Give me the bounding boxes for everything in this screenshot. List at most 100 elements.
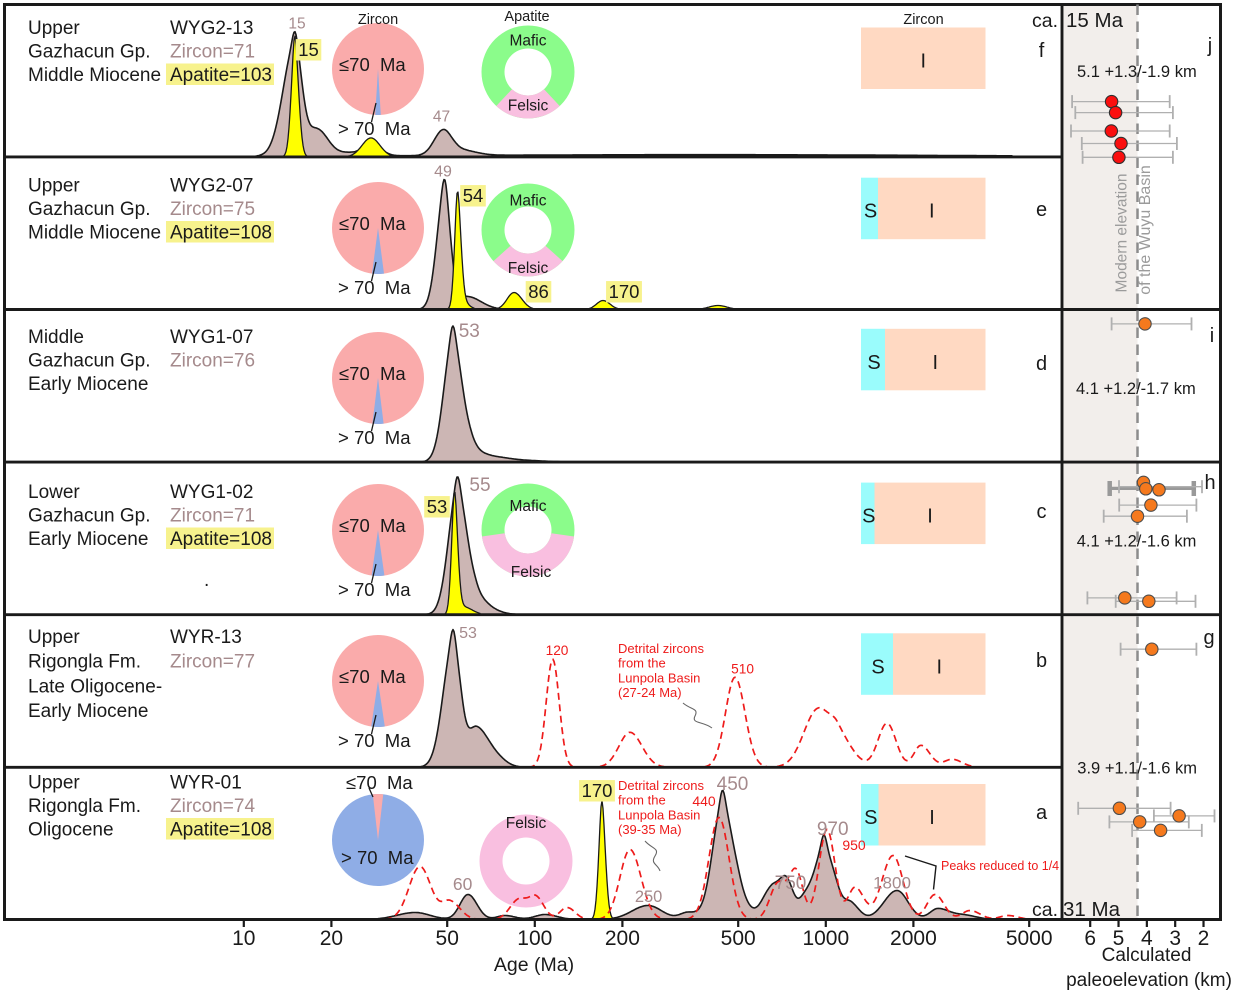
svg-text:4: 4 — [1141, 927, 1153, 950]
svg-text:Felsic: Felsic — [508, 98, 549, 115]
svg-text:Upper: Upper — [28, 627, 80, 648]
svg-text:20: 20 — [320, 927, 343, 950]
svg-text:ca.: ca. — [1032, 899, 1058, 921]
svg-text:WYG2-07: WYG2-07 — [170, 176, 253, 197]
svg-text:250: 250 — [635, 888, 663, 906]
svg-text:(27-24 Ma): (27-24 Ma) — [618, 685, 682, 700]
svg-text:j: j — [1207, 35, 1212, 57]
svg-text:I: I — [929, 201, 935, 223]
svg-text:Age (Ma): Age (Ma) — [494, 954, 574, 976]
svg-text:i: i — [1210, 325, 1214, 347]
svg-text:Zircon=77: Zircon=77 — [170, 652, 255, 673]
svg-text:d: d — [1036, 353, 1047, 375]
svg-text:Zircon=71: Zircon=71 — [170, 506, 255, 527]
svg-text:I: I — [929, 807, 935, 829]
svg-text:15: 15 — [298, 39, 319, 60]
svg-text:WYR-01: WYR-01 — [170, 773, 242, 794]
svg-text:Zircon=75: Zircon=75 — [170, 199, 255, 220]
svg-text:WYG1-02: WYG1-02 — [170, 482, 253, 503]
svg-text:S: S — [862, 506, 875, 528]
svg-text:S: S — [867, 352, 880, 374]
svg-text:Mafic: Mafic — [509, 33, 546, 50]
svg-text:Upper: Upper — [28, 18, 80, 39]
svg-text:> 70 Ma: > 70 Ma — [338, 579, 411, 600]
svg-text:Mafic: Mafic — [509, 193, 546, 210]
svg-text:47: 47 — [433, 109, 450, 126]
svg-text:49: 49 — [434, 164, 452, 181]
svg-text:WYR-13: WYR-13 — [170, 627, 242, 648]
svg-text:Apatite: Apatite — [504, 9, 549, 25]
svg-text:b: b — [1036, 650, 1047, 672]
svg-text:(39-35 Ma): (39-35 Ma) — [618, 822, 682, 837]
svg-text:Late Oligocene-: Late Oligocene- — [28, 676, 162, 697]
svg-text:Middle Miocene: Middle Miocene — [28, 223, 161, 244]
svg-text:≤70 Ma: ≤70 Ma — [346, 772, 413, 793]
svg-text:h: h — [1204, 472, 1215, 494]
svg-text:5000: 5000 — [1006, 927, 1053, 950]
svg-text:Zircon: Zircon — [358, 12, 398, 28]
svg-text:Lunpola Basin: Lunpola Basin — [618, 670, 700, 685]
svg-text:≤70 Ma: ≤70 Ma — [339, 515, 406, 536]
svg-text:Early Miocene: Early Miocene — [28, 529, 148, 550]
svg-text:from the: from the — [618, 793, 666, 808]
svg-text:ca.: ca. — [1032, 10, 1058, 32]
svg-text:Gazhacun Gp.: Gazhacun Gp. — [28, 351, 151, 372]
svg-text:Gazhacun Gp.: Gazhacun Gp. — [28, 42, 151, 63]
svg-text:Upper: Upper — [28, 773, 80, 794]
svg-text:100: 100 — [517, 927, 552, 950]
svg-text:≤70 Ma: ≤70 Ma — [339, 54, 406, 75]
svg-text:I: I — [932, 352, 938, 374]
svg-text:Mafic: Mafic — [509, 498, 546, 515]
svg-text:Felsic: Felsic — [508, 260, 549, 277]
svg-text:3.9 +1.1/-1.6 km: 3.9 +1.1/-1.6 km — [1077, 760, 1197, 778]
svg-text:170: 170 — [582, 780, 613, 801]
svg-text:15 Ma: 15 Ma — [1066, 9, 1124, 32]
svg-text:Apatite=108: Apatite=108 — [170, 820, 272, 841]
svg-text:Peaks reduced to 1/4: Peaks reduced to 1/4 — [941, 859, 1059, 873]
svg-text:.: . — [204, 570, 209, 591]
svg-text:Lunpola Basin: Lunpola Basin — [618, 807, 700, 822]
svg-text:450: 450 — [717, 774, 749, 795]
svg-text:5: 5 — [1113, 927, 1125, 950]
svg-text:e: e — [1036, 199, 1047, 221]
svg-text:WYG1-07: WYG1-07 — [170, 327, 253, 348]
svg-text:Modern elevation: Modern elevation — [1114, 174, 1131, 293]
svg-text:750: 750 — [775, 873, 807, 894]
svg-text:15: 15 — [288, 16, 305, 33]
svg-text:Apatite=103: Apatite=103 — [170, 65, 272, 86]
svg-text:6: 6 — [1084, 927, 1096, 950]
svg-text:> 70 Ma: > 70 Ma — [341, 847, 414, 868]
svg-text:53: 53 — [459, 321, 480, 342]
svg-text:Zircon=74: Zircon=74 — [170, 796, 255, 817]
svg-text:Gazhacun Gp.: Gazhacun Gp. — [28, 506, 151, 527]
svg-text:I: I — [927, 506, 933, 528]
svg-text:31 Ma: 31 Ma — [1063, 898, 1121, 921]
svg-text:≤70 Ma: ≤70 Ma — [339, 213, 406, 234]
svg-text:Middle Miocene: Middle Miocene — [28, 65, 161, 86]
svg-text:Lower: Lower — [28, 482, 80, 503]
svg-text:> 70 Ma: > 70 Ma — [338, 118, 411, 139]
svg-text:50: 50 — [436, 927, 459, 950]
svg-text:53: 53 — [427, 496, 448, 517]
svg-text:Oligocene: Oligocene — [28, 820, 114, 841]
svg-text:2: 2 — [1198, 927, 1210, 950]
svg-text:1000: 1000 — [802, 927, 849, 950]
svg-text:Detrital zircons: Detrital zircons — [618, 641, 704, 656]
svg-text:Rigongla Fm.: Rigongla Fm. — [28, 796, 141, 817]
svg-text:Felsic: Felsic — [506, 815, 547, 832]
svg-text:4.1 +1.2/-1.7 km: 4.1 +1.2/-1.7 km — [1076, 380, 1196, 398]
svg-text:from the: from the — [618, 656, 666, 671]
svg-text:f: f — [1039, 40, 1045, 62]
svg-text:170: 170 — [609, 281, 640, 302]
svg-text:Early Miocene: Early Miocene — [28, 701, 148, 722]
svg-text:paleoelevation (km): paleoelevation (km) — [1066, 970, 1232, 991]
svg-text:2000: 2000 — [890, 927, 937, 950]
svg-text:53: 53 — [459, 625, 477, 642]
svg-text:a: a — [1036, 802, 1048, 824]
svg-text:970: 970 — [817, 819, 849, 840]
svg-text:Apatite=108: Apatite=108 — [170, 223, 272, 244]
svg-text:55: 55 — [469, 475, 490, 496]
svg-text:Apatite=108: Apatite=108 — [170, 529, 272, 550]
svg-text:S: S — [864, 807, 877, 829]
svg-text:Early Miocene: Early Miocene — [28, 374, 148, 395]
